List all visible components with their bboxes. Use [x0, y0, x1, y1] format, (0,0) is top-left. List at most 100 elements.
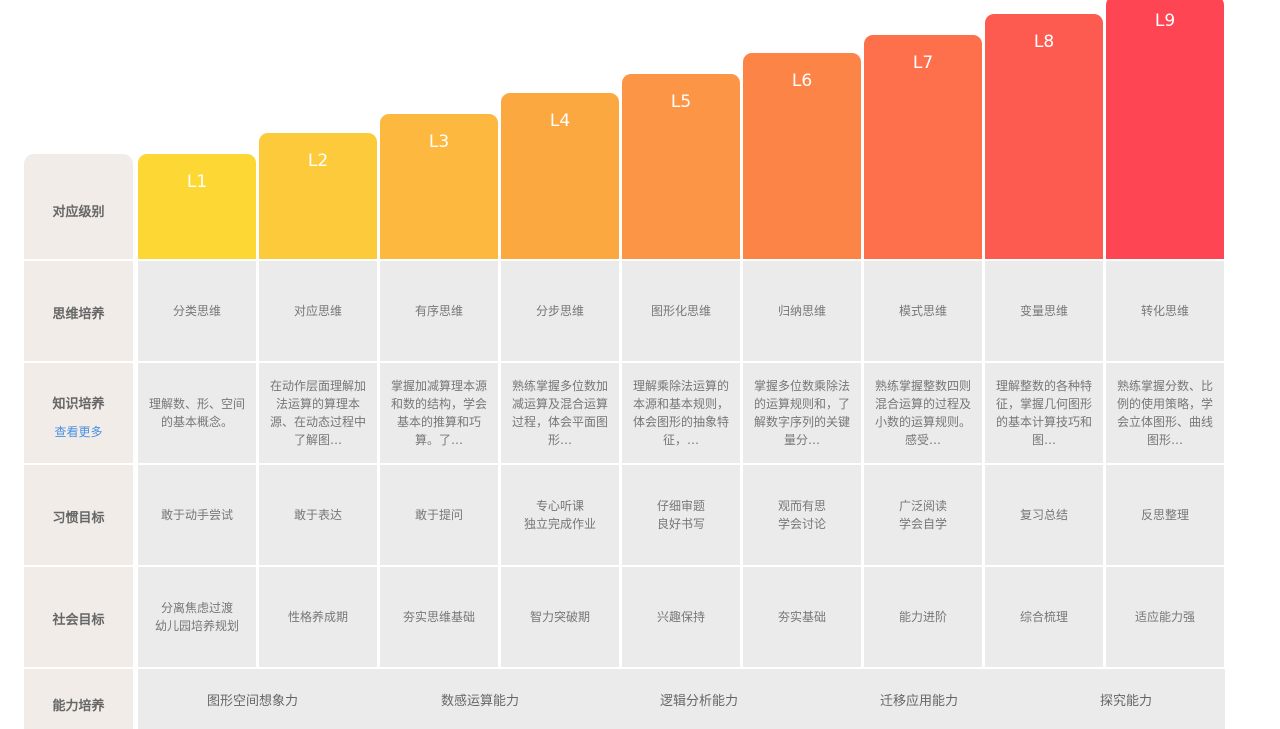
level-title: L5 [670, 92, 692, 112]
cell-text: 性格养成期 [287, 610, 348, 624]
table-cell: 转化思维 [1106, 261, 1224, 361]
level-title: L2 [307, 151, 329, 171]
table-cell: 理解乘除法运算的本源和基本规则，体会图形的抽象特征，… [622, 363, 740, 463]
level-bar-l7: L7 [864, 35, 982, 259]
cell-text: 兴趣保持 [656, 610, 705, 624]
level-title: L4 [549, 111, 571, 131]
ability-item: 数感运算能力 [441, 693, 520, 709]
table-cell: 智力突破期 [501, 567, 619, 667]
table-cell: 综合梳理 [985, 567, 1103, 667]
table-cell: 适应能力强 [1106, 567, 1224, 667]
level-title: L1 [186, 172, 208, 192]
table-cell: 图形化思维 [622, 261, 740, 361]
level-title: L9 [1154, 11, 1176, 31]
ability-item: 迁移应用能力 [880, 693, 959, 709]
table-cell: 熟练掌握整数四则混合运算的过程及小数的运算规则。感受… [864, 363, 982, 463]
cell-text: 理解整数的各种特征，掌握几何图形的基本计算技巧和图… [995, 379, 1092, 447]
cell-text: 广泛阅读 学会自学 [898, 499, 947, 531]
level-title: L3 [428, 132, 450, 152]
cell-text: 熟练掌握多位数加减运算及混合运算过程，体会平面图形… [511, 379, 608, 447]
table-cell: 广泛阅读 学会自学 [864, 465, 982, 565]
level-bar-l1: L1 [138, 154, 256, 259]
row-label: 社会目标 [24, 567, 133, 667]
table-cell: 敢于提问 [380, 465, 498, 565]
cell-text: 夯实思维基础 [402, 610, 475, 624]
cell-text: 变量思维 [1019, 304, 1068, 318]
level-bar-l6: L6 [743, 53, 861, 259]
level-header-text: 对应级别 [52, 205, 105, 220]
cell-text: 在动作层面理解加法运算的算理本源、在动态过程中了解图… [269, 379, 366, 447]
table-cell: 对应思维 [259, 261, 377, 361]
level-bar-l5: L5 [622, 74, 740, 259]
table-cell: 熟练掌握多位数加减运算及混合运算过程，体会平面图形… [501, 363, 619, 463]
table-cell: 夯实基础 [743, 567, 861, 667]
level-header-label: 对应级别 [24, 154, 133, 259]
cell-text: 对应思维 [293, 304, 342, 318]
cell-text: 观而有思 学会讨论 [777, 499, 826, 531]
table-cell: 变量思维 [985, 261, 1103, 361]
cell-text: 转化思维 [1140, 304, 1189, 318]
ability-label-text: 能力培养 [52, 699, 105, 714]
level-bar-l3: L3 [380, 114, 498, 259]
cell-text: 智力突破期 [529, 610, 590, 624]
row-label: 知识培养 查看更多 [24, 363, 133, 463]
cell-text: 分离焦虑过渡 幼儿园培养规划 [154, 601, 239, 633]
table-cell: 敢于动手尝试 [138, 465, 256, 565]
cell-text: 专心听课 独立完成作业 [523, 499, 596, 531]
row-label: 习惯目标 [24, 465, 133, 565]
cell-text: 熟练掌握整数四则混合运算的过程及小数的运算规则。感受… [874, 379, 971, 447]
table-cell: 有序思维 [380, 261, 498, 361]
cell-text: 适应能力强 [1134, 610, 1195, 624]
ability-row: 图形空间想象力 数感运算能力 逻辑分析能力 迁移应用能力 探究能力 [138, 669, 1225, 729]
level-title: L7 [912, 53, 934, 73]
ability-row-label: 能力培养 [24, 669, 133, 729]
table-cell: 性格养成期 [259, 567, 377, 667]
table-cell: 分步思维 [501, 261, 619, 361]
table-cell: 反思整理 [1106, 465, 1224, 565]
table-cell: 理解整数的各种特征，掌握几何图形的基本计算技巧和图… [985, 363, 1103, 463]
table-cell: 掌握加减算理本源和数的结构，学会基本的推算和巧算。了… [380, 363, 498, 463]
table-cell: 模式思维 [864, 261, 982, 361]
table-cell: 专心听课 独立完成作业 [501, 465, 619, 565]
row-label-text: 习惯目标 [52, 511, 105, 526]
table-cell: 观而有思 学会讨论 [743, 465, 861, 565]
table-cell: 熟练掌握分数、比例的使用策略，学会立体图形、曲线图形… [1106, 363, 1224, 463]
cell-text: 夯实基础 [777, 610, 826, 624]
cell-text: 掌握加减算理本源和数的结构，学会基本的推算和巧算。了… [390, 379, 487, 447]
table-cell: 夯实思维基础 [380, 567, 498, 667]
table-cell: 复习总结 [985, 465, 1103, 565]
cell-text: 敢于动手尝试 [160, 508, 233, 522]
ability-item: 逻辑分析能力 [660, 693, 739, 709]
cell-text: 归纳思维 [777, 304, 826, 318]
cell-text: 掌握多位数乘除法的运算规则和，了解数字序列的关键量分… [753, 379, 850, 447]
cell-text: 分步思维 [535, 304, 584, 318]
table-cell: 分类思维 [138, 261, 256, 361]
cell-text: 理解乘除法运算的本源和基本规则，体会图形的抽象特征，… [632, 379, 729, 447]
cell-text: 综合梳理 [1019, 610, 1068, 624]
ability-item: 探究能力 [1100, 693, 1153, 709]
cell-text: 熟练掌握分数、比例的使用策略，学会立体图形、曲线图形… [1116, 379, 1213, 447]
level-bar-l2: L2 [259, 133, 377, 259]
level-bar-l8: L8 [985, 14, 1103, 259]
cell-text: 能力进阶 [898, 610, 947, 624]
cell-text: 敢于表达 [293, 508, 342, 522]
cell-text: 仔细审题 良好书写 [656, 499, 705, 531]
level-title: L6 [791, 71, 813, 91]
row-label-text: 知识培养 [52, 397, 105, 412]
cell-text: 复习总结 [1019, 508, 1068, 522]
table-cell: 在动作层面理解加法运算的算理本源、在动态过程中了解图… [259, 363, 377, 463]
table-cell: 归纳思维 [743, 261, 861, 361]
row-label-text: 社会目标 [52, 613, 105, 628]
table-cell: 敢于表达 [259, 465, 377, 565]
table-cell: 能力进阶 [864, 567, 982, 667]
cell-text: 敢于提问 [414, 508, 463, 522]
see-more-link[interactable]: 查看更多 [54, 425, 103, 439]
cell-text: 有序思维 [414, 304, 463, 318]
table-cell: 兴趣保持 [622, 567, 740, 667]
cell-text: 模式思维 [898, 304, 947, 318]
cell-text: 图形化思维 [650, 304, 711, 318]
level-title: L8 [1033, 32, 1055, 52]
table-cell: 分离焦虑过渡 幼儿园培养规划 [138, 567, 256, 667]
row-label: 思维培养 [24, 261, 133, 361]
cell-text: 反思整理 [1140, 508, 1189, 522]
